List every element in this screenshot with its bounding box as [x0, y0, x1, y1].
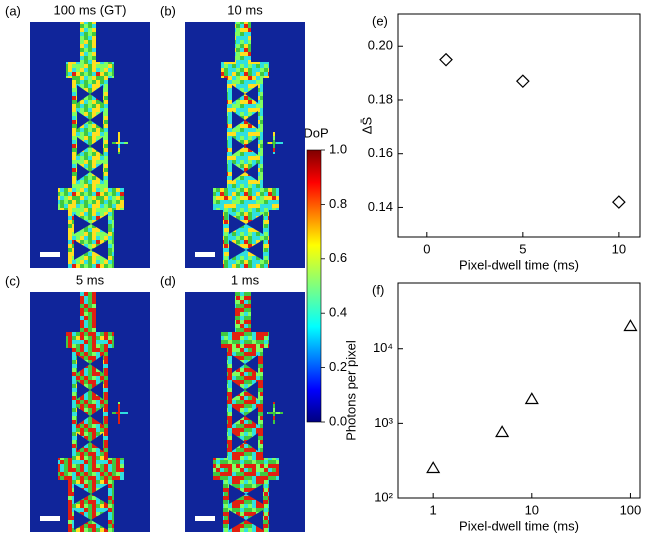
tower — [235, 22, 251, 64]
panel-label: (e) — [372, 13, 388, 28]
x-tick-label: 10 — [525, 502, 539, 517]
x-tick-label: 0 — [423, 241, 430, 256]
panel-label: (b) — [160, 3, 176, 18]
panel-title: 10 ms — [227, 2, 263, 17]
x-tick-label: 5 — [519, 241, 526, 256]
lattice — [232, 381, 258, 399]
lattice — [229, 240, 263, 260]
y-tick-label: 10² — [374, 489, 393, 504]
marker — [524, 392, 539, 405]
scale-bar — [40, 516, 60, 521]
lattice — [232, 137, 258, 155]
lattice — [77, 407, 103, 425]
marker — [439, 52, 453, 67]
panel-label: (f) — [372, 282, 384, 297]
y-tick-label: 10³ — [374, 415, 393, 430]
panel-title: 5 ms — [76, 272, 105, 287]
scale-bar — [40, 252, 60, 257]
lattice — [74, 510, 108, 530]
y-tick-label: 0.14 — [368, 199, 393, 214]
lattice — [74, 214, 108, 234]
marker — [426, 461, 441, 474]
x-tick-label: 1 — [430, 502, 437, 517]
lattice — [232, 433, 258, 451]
axes-frame — [397, 282, 641, 499]
panel-label: (c) — [5, 273, 20, 288]
axes-frame — [397, 13, 641, 238]
colorbar — [306, 149, 322, 423]
tower — [66, 62, 114, 78]
lattice — [77, 433, 103, 451]
y-tick-label: 0.18 — [368, 91, 393, 106]
lattice — [232, 85, 258, 103]
antenna — [273, 402, 275, 424]
lattice — [77, 137, 103, 155]
lattice — [232, 355, 258, 373]
x-axis-label: Pixel-dwell time (ms) — [459, 257, 579, 272]
marker — [623, 319, 638, 332]
tower — [221, 62, 269, 78]
colorbar-tick-label: 1.0 — [329, 141, 347, 156]
tower — [235, 292, 251, 334]
lattice — [74, 240, 108, 260]
antenna — [118, 132, 120, 154]
y-tick-label: 10⁴ — [373, 340, 393, 355]
lattice — [77, 85, 103, 103]
colorbar-tick-label: 0.4 — [329, 305, 347, 320]
tower — [58, 458, 124, 480]
lattice — [229, 214, 263, 234]
marker — [612, 195, 626, 209]
lattice — [77, 111, 103, 129]
lattice — [77, 381, 103, 399]
lattice — [232, 163, 258, 181]
marker — [515, 74, 530, 89]
panel-title: 1 ms — [231, 272, 260, 287]
panel-label: (a) — [5, 3, 21, 18]
panel-label: (d) — [160, 273, 176, 288]
lattice — [77, 163, 103, 181]
lattice — [232, 407, 258, 425]
lattice — [232, 111, 258, 129]
tower — [66, 332, 114, 348]
tower — [213, 188, 279, 210]
y-tick-label: 0.16 — [368, 145, 393, 160]
antenna — [118, 402, 120, 424]
colorbar-tick-label: 0.0 — [329, 413, 347, 428]
antenna — [273, 132, 275, 154]
x-tick-label: 10 — [612, 241, 626, 256]
lattice — [77, 355, 103, 373]
scale-bar — [195, 516, 215, 521]
y-axis-label: Photons per pixel — [343, 340, 358, 441]
colorbar-tick-label: 0.8 — [329, 196, 347, 211]
y-tick-label: 0.20 — [368, 38, 393, 53]
x-tick-label: 100 — [620, 502, 642, 517]
colorbar-tick-label: 0.2 — [329, 359, 347, 374]
colorbar-label: DoP — [303, 125, 328, 140]
scale-bar — [195, 252, 215, 257]
x-axis-label: Pixel-dwell time (ms) — [459, 518, 579, 533]
tower — [221, 332, 269, 348]
panel-title: 100 ms (GT) — [54, 2, 127, 17]
tower — [213, 458, 279, 480]
lattice — [229, 484, 263, 504]
lattice — [229, 510, 263, 530]
tower — [58, 188, 124, 210]
tower — [80, 292, 96, 334]
lattice — [74, 484, 108, 504]
colorbar-tick-label: 0.6 — [329, 250, 347, 265]
y-axis-label: ΔS̄ — [359, 116, 374, 134]
marker — [495, 425, 510, 438]
tower — [80, 22, 96, 64]
